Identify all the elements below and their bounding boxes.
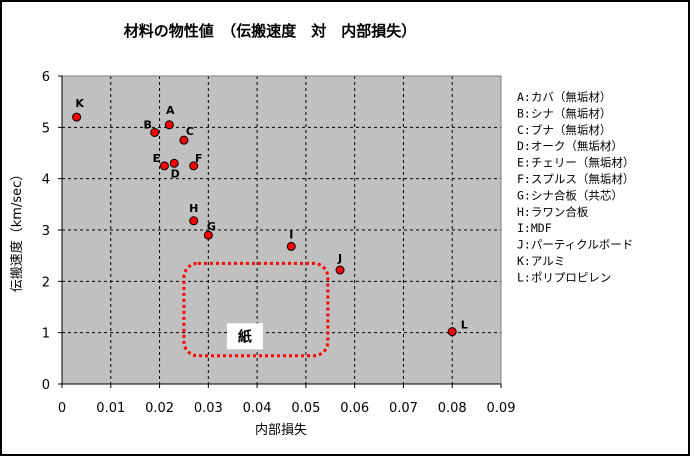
point-label-b: B bbox=[143, 118, 151, 131]
data-point-i bbox=[286, 241, 296, 251]
paper-label: 紙 bbox=[238, 328, 252, 345]
data-point-e bbox=[159, 161, 169, 171]
point-label-d: D bbox=[171, 167, 180, 180]
data-point-b bbox=[150, 127, 160, 137]
x-tick-label: 0.01 bbox=[96, 401, 125, 416]
y-tick-label: 1 bbox=[42, 327, 50, 342]
data-point-a bbox=[164, 120, 174, 130]
y-tick-label: 5 bbox=[42, 121, 50, 136]
point-label-g: G bbox=[207, 220, 216, 233]
x-tick-label: 0.04 bbox=[243, 401, 272, 416]
legend-item: L:ポリプロピレン bbox=[517, 270, 611, 284]
x-tick-label: 0.05 bbox=[291, 401, 320, 416]
x-tick-label: 0.08 bbox=[438, 401, 467, 416]
data-point-k bbox=[72, 112, 82, 122]
point-label-c: C bbox=[186, 125, 194, 138]
x-axis-title: 内部損失 bbox=[255, 422, 307, 438]
plot-area: 紙 A B C DE F GH I J K L bbox=[61, 75, 502, 385]
point-label-i: I bbox=[289, 228, 293, 241]
y-tick-label: 6 bbox=[42, 70, 50, 85]
point-label-j: J bbox=[337, 252, 342, 265]
x-tick-label: 0.09 bbox=[487, 401, 516, 416]
data-point-f bbox=[189, 161, 199, 171]
data-point-d bbox=[169, 158, 179, 168]
y-tick-label: 2 bbox=[42, 275, 50, 290]
legend-item: J:パーティクルボード bbox=[517, 238, 633, 252]
point-label-h: H bbox=[189, 202, 198, 215]
legend-item: D:オーク（無垢材） bbox=[517, 139, 623, 153]
y-tick-label: 0 bbox=[42, 378, 50, 393]
data-point-j bbox=[335, 265, 345, 275]
y-axis-title: 伝搬速度（km/sec） bbox=[9, 168, 25, 293]
legend-item: I:MDF bbox=[517, 221, 552, 235]
point-label-k: K bbox=[75, 97, 84, 110]
x-axis-ticks: 0 0.01 0.02 0.03 0.04 0.05 0.06 0.07 0.08 0.09 bbox=[58, 384, 516, 416]
data-point-g bbox=[203, 230, 213, 240]
data-point-h bbox=[189, 216, 199, 226]
y-axis-ticks: 0 1 2 3 4 5 6 bbox=[42, 70, 62, 393]
data-point-l bbox=[447, 327, 457, 337]
legend-item: G:シナ合板（共芯） bbox=[517, 188, 623, 202]
point-label-a: A bbox=[166, 104, 175, 117]
point-label-f: F bbox=[195, 152, 203, 165]
point-label-l: L bbox=[461, 319, 468, 332]
x-tick-label: 0.06 bbox=[340, 401, 369, 416]
x-tick-label: 0.07 bbox=[389, 401, 418, 416]
legend-item: B:シナ（無垢材） bbox=[517, 106, 611, 120]
y-tick-label: 4 bbox=[42, 173, 50, 188]
x-tick-label: 0.02 bbox=[145, 401, 174, 416]
legend-item: A:カバ（無垢材） bbox=[517, 90, 611, 104]
point-label-e: E bbox=[153, 152, 161, 165]
paper-region-box bbox=[182, 261, 330, 358]
legend-item: E:チェリー（無垢材） bbox=[517, 156, 634, 170]
legend-item: C:ブナ（無垢材） bbox=[517, 123, 611, 137]
legend: A:カバ（無垢材） B:シナ（無垢材） C:ブナ（無垢材） D:オーク（無垢材） E:チ… bbox=[517, 90, 634, 284]
paper-label-background bbox=[226, 323, 263, 350]
legend-item: H:ラワン合板 bbox=[517, 205, 589, 219]
chart-title: 材料の物性値 （伝搬速度 対 内部損失） bbox=[124, 22, 417, 40]
x-tick-label: 0 bbox=[58, 401, 66, 416]
legend-item: K:アルミ bbox=[517, 254, 565, 268]
x-tick-label: 0.03 bbox=[194, 401, 223, 416]
y-tick-label: 3 bbox=[42, 224, 50, 239]
data-point-c bbox=[179, 135, 189, 145]
legend-item: F:スプルス（無垢材） bbox=[517, 172, 634, 186]
